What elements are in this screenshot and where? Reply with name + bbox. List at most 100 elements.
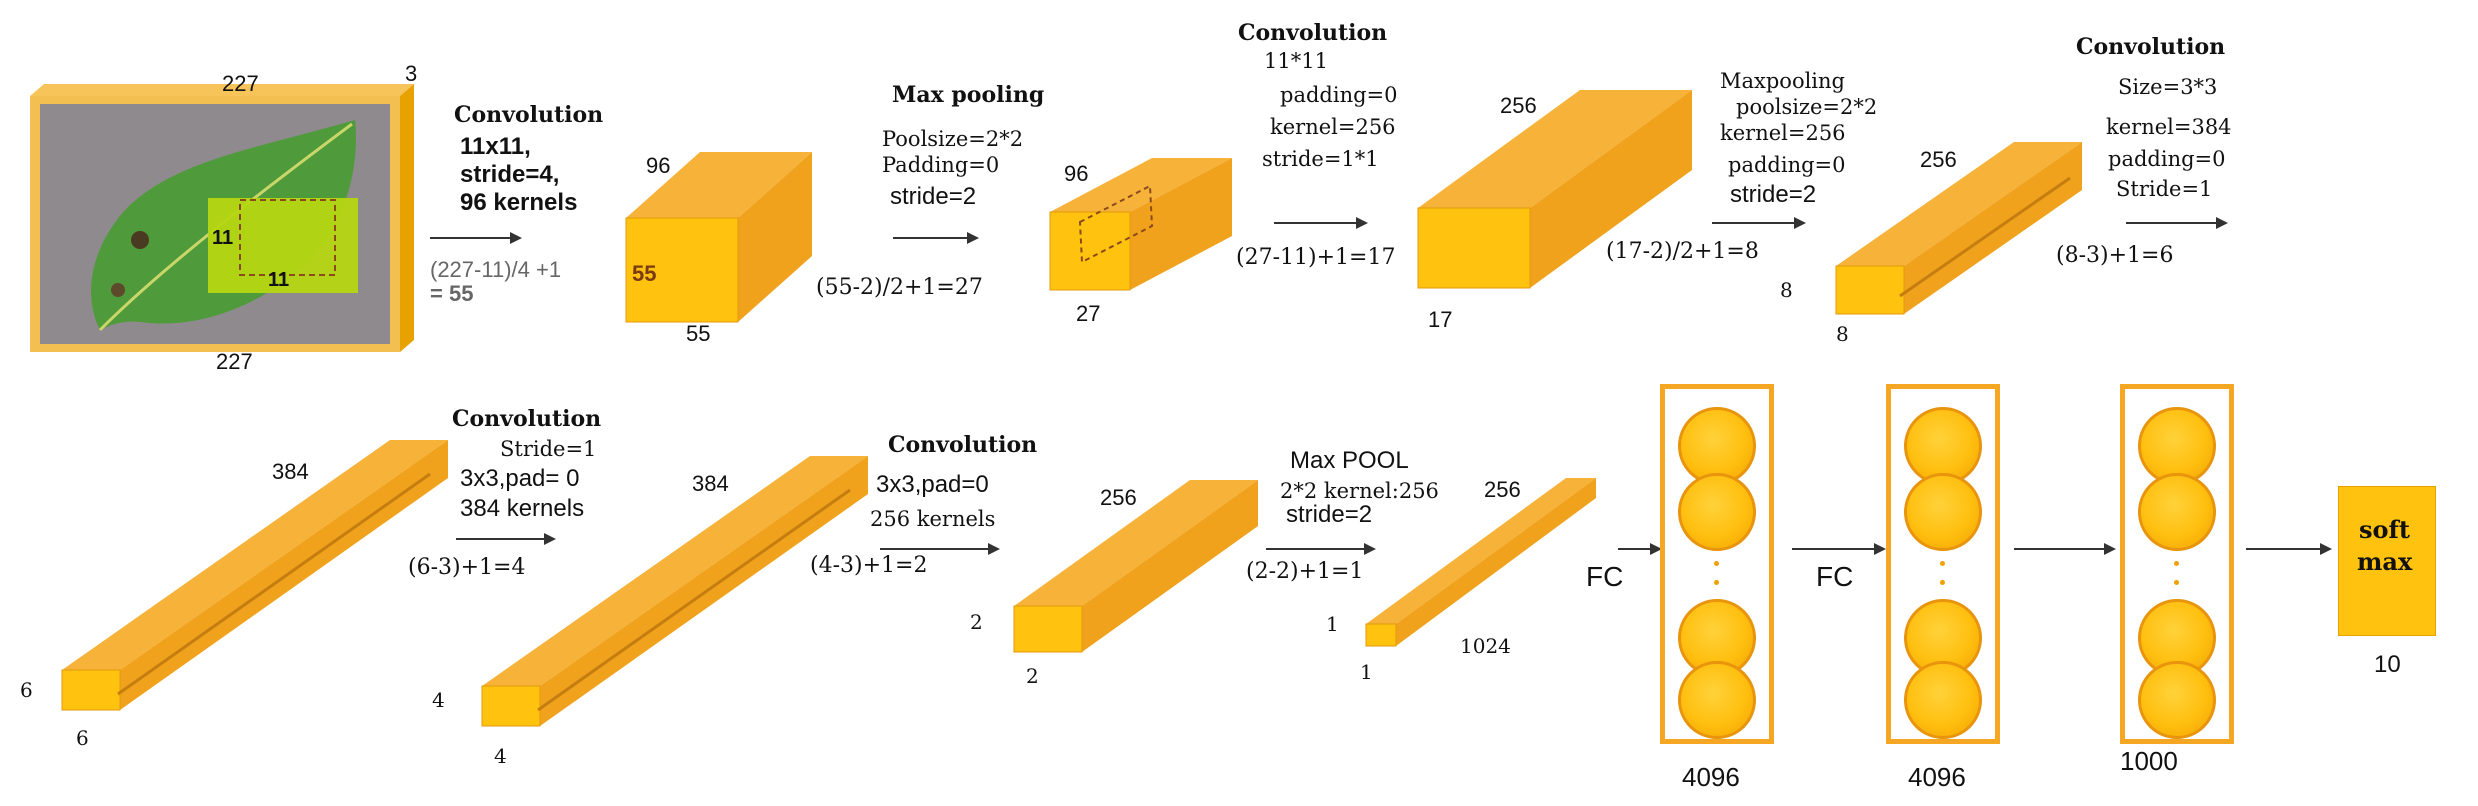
block6-groove bbox=[537, 488, 851, 712]
pool2-title: Maxpooling bbox=[1720, 69, 1845, 93]
block6-bottom: 4 bbox=[494, 744, 507, 768]
neuron bbox=[1904, 407, 1982, 485]
dense-layer-3 bbox=[2120, 384, 2234, 744]
block2-bottom: 27 bbox=[1076, 301, 1101, 326]
leaf-spot bbox=[131, 231, 149, 249]
block5-side: 6 bbox=[20, 678, 33, 702]
block1-front: 55 bbox=[632, 261, 657, 286]
block4-groove bbox=[1899, 176, 2071, 298]
block1-depth: 96 bbox=[646, 153, 671, 178]
arrow-conv4 bbox=[456, 533, 556, 545]
pool3-line2: stride=2 bbox=[1286, 501, 1373, 528]
conv3-line3: padding=0 bbox=[2108, 147, 2226, 171]
block8-side bbox=[1396, 478, 1596, 646]
neuron bbox=[1678, 473, 1756, 551]
conv5-line2: 256 kernels bbox=[870, 507, 996, 531]
conv1-formula-line1: (227-11)/4 +1 bbox=[430, 257, 562, 282]
conv1-formula-line2: = 55 bbox=[430, 281, 474, 306]
conv3-line2: kernel=384 bbox=[2106, 115, 2232, 139]
conv1-line3: 96 kernels bbox=[460, 189, 578, 216]
block3-cuboid bbox=[1417, 90, 1692, 289]
block3-side bbox=[1530, 90, 1692, 288]
pool3-formula: (2-2)+1=1 bbox=[1246, 559, 1364, 584]
block4-side: 8 bbox=[1780, 278, 1793, 302]
conv2-line2: padding=0 bbox=[1280, 83, 1398, 107]
block2-cuboid bbox=[1049, 158, 1232, 291]
conv3-line4: Stride=1 bbox=[2116, 177, 2213, 201]
filter-height-label: 11 bbox=[212, 227, 234, 249]
block4-cuboid bbox=[1835, 142, 2082, 315]
leaf-spot bbox=[111, 283, 125, 297]
block6-cuboid bbox=[481, 456, 868, 727]
block3-top bbox=[1418, 90, 1692, 208]
block8-face bbox=[1365, 623, 1397, 647]
block5-side bbox=[120, 440, 448, 710]
conv2-line1: 11*11 bbox=[1264, 49, 1328, 73]
block5-top bbox=[62, 440, 448, 670]
block3-face bbox=[1417, 207, 1531, 289]
block1-side bbox=[738, 152, 812, 322]
block5-face bbox=[61, 669, 121, 711]
block7-top bbox=[1014, 480, 1258, 606]
neuron bbox=[2138, 473, 2216, 551]
input-size-top: 227 bbox=[222, 71, 259, 96]
pool3-title: Max POOL bbox=[1290, 447, 1409, 474]
arrow-fc3 bbox=[2014, 543, 2116, 555]
pool1-line1: Poolsize=2*2 bbox=[882, 127, 1024, 151]
neuron bbox=[1904, 473, 1982, 551]
conv5-formula: (4-3)+1=2 bbox=[810, 553, 928, 578]
softmax-label-line1: soft bbox=[2359, 515, 2410, 544]
arrow-softmax bbox=[2246, 543, 2332, 555]
block6-side bbox=[540, 456, 868, 726]
pool2-line3: padding=0 bbox=[1728, 153, 1846, 177]
block4-face bbox=[1835, 265, 1905, 315]
softmax-box: soft max bbox=[2338, 486, 2436, 636]
arrow-fc1 bbox=[1618, 543, 1662, 555]
block5-cuboid bbox=[61, 440, 448, 711]
conv1-line1: 11x11, bbox=[460, 133, 531, 160]
dense-count-3: 1000 bbox=[2120, 746, 2178, 776]
conv3-line1: Size=3*3 bbox=[2118, 75, 2218, 99]
block7-face bbox=[1013, 605, 1083, 653]
arrow-pool1 bbox=[893, 232, 979, 244]
filter-window bbox=[208, 198, 358, 293]
neuron bbox=[1678, 407, 1756, 485]
block7-cuboid bbox=[1013, 480, 1258, 653]
conv4-line2: 3x3,pad= 0 bbox=[460, 465, 580, 492]
block7-bottom: 2 bbox=[1026, 664, 1039, 688]
arrow-pool2 bbox=[1712, 217, 1806, 229]
block7-side bbox=[1082, 480, 1258, 652]
input-depth: 3 bbox=[405, 61, 418, 86]
filter-width-label: 11 bbox=[268, 269, 290, 291]
input-frame-top bbox=[30, 84, 414, 96]
block8-depth: 256 bbox=[1484, 477, 1521, 502]
block8-top bbox=[1366, 478, 1596, 624]
block8-length: 1024 bbox=[1460, 634, 1511, 658]
block2-top bbox=[1050, 158, 1232, 212]
block4-side bbox=[1904, 142, 2082, 314]
dense-count-1: 4096 bbox=[1682, 762, 1740, 792]
block2-dashed bbox=[1078, 184, 1154, 264]
block6-depth: 384 bbox=[692, 471, 729, 496]
conv2-line4: stride=1*1 bbox=[1262, 147, 1379, 171]
softmax-label-line2: max bbox=[2357, 547, 2413, 576]
conv1-line2: stride=4, bbox=[460, 161, 560, 188]
neuron bbox=[1904, 661, 1982, 739]
block6-side: 4 bbox=[432, 688, 445, 712]
softmax-count: 10 bbox=[2374, 651, 2401, 678]
neuron bbox=[1678, 661, 1756, 739]
input-frame-side bbox=[400, 84, 414, 352]
conv5-line1: 3x3,pad=0 bbox=[876, 471, 989, 498]
conv4-title: Convolution bbox=[452, 406, 602, 432]
pool2-formula: (17-2)/2+1=8 bbox=[1606, 239, 1759, 264]
block5-bottom: 6 bbox=[76, 726, 89, 750]
pool1-line2: Padding=0 bbox=[882, 153, 1000, 177]
pool3-line1: 2*2 kernel:256 bbox=[1280, 479, 1439, 503]
pool2-line4: stride=2 bbox=[1730, 181, 1817, 208]
arrow-conv1 bbox=[430, 232, 522, 244]
block8-side: 1 bbox=[1326, 612, 1339, 636]
dense-layer-1 bbox=[1660, 384, 1774, 744]
conv4-formula: (6-3)+1=4 bbox=[408, 555, 526, 580]
block1-top bbox=[626, 152, 812, 218]
